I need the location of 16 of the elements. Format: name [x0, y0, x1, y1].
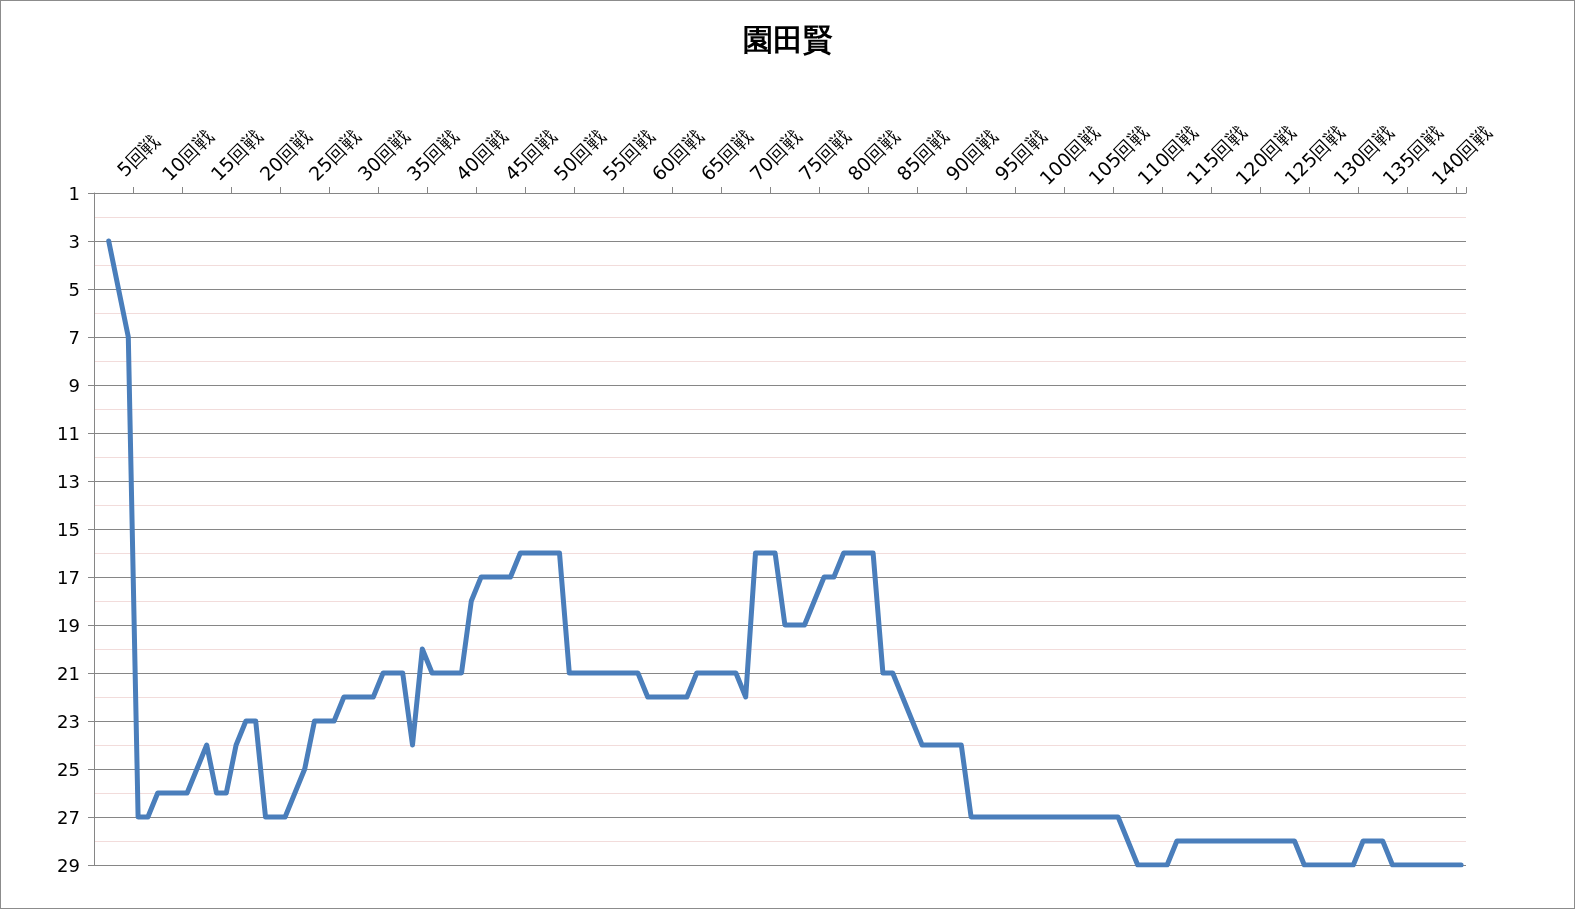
- y-tick-label: 11: [57, 422, 80, 444]
- y-tick-label: 29: [57, 854, 80, 876]
- chart-title: 園田賢: [742, 21, 833, 57]
- y-tick-label: 19: [57, 614, 80, 636]
- y-tick-label: 25: [57, 758, 80, 780]
- y-tick-label: 1: [68, 182, 80, 204]
- y-tick-label: 7: [68, 326, 80, 348]
- y-tick-label: 15: [57, 518, 80, 540]
- y-tick-label: 27: [57, 806, 80, 828]
- y-tick-label: 5: [68, 278, 80, 300]
- y-tick-label: 13: [57, 470, 80, 492]
- y-tick-label: 23: [57, 710, 80, 732]
- y-tick-label: 17: [57, 566, 80, 588]
- y-tick-label: 3: [68, 230, 80, 252]
- y-tick-label: 21: [57, 662, 80, 684]
- y-tick-label: 9: [68, 374, 80, 396]
